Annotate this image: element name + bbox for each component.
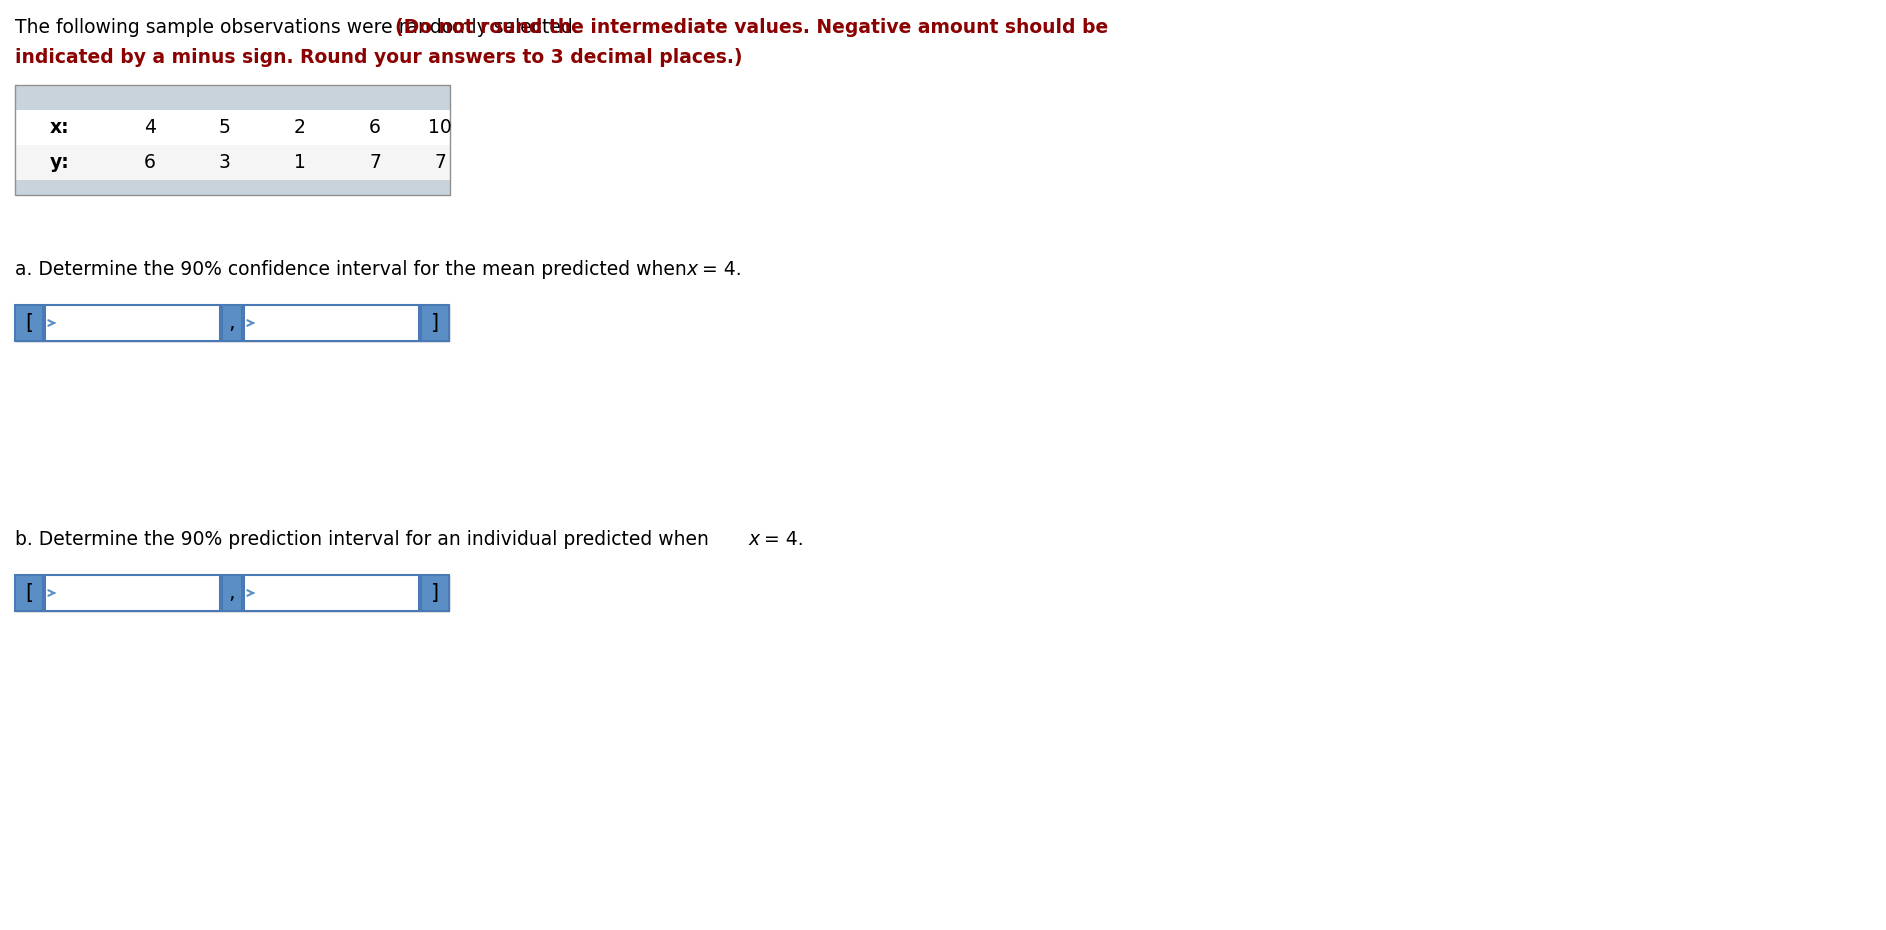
Text: = 4.: = 4. [696,260,741,279]
Text: 7: 7 [434,153,445,172]
Bar [15,85,451,110]
Bar [15,85,451,195]
Bar [223,575,241,611]
Text: x: x [687,260,698,279]
Text: y:: y: [51,153,70,172]
Bar [15,575,449,611]
Text: 5: 5 [219,118,230,137]
Bar [421,575,449,611]
Bar [421,305,449,341]
Text: 6: 6 [370,118,381,137]
Text: indicated by a minus sign. Round your answers to 3 decimal places.): indicated by a minus sign. Round your an… [15,48,743,67]
Text: 3: 3 [219,153,230,172]
Text: 6: 6 [143,153,157,172]
Text: a. Determine the 90% confidence interval for the mean predicted when: a. Determine the 90% confidence interval… [15,260,692,279]
Text: b. Determine the 90% prediction interval for an individual predicted when: b. Determine the 90% prediction interval… [15,530,715,549]
Text: x:: x: [51,118,70,137]
Text: 2: 2 [294,118,306,137]
Bar [243,575,419,611]
Text: The following sample observations were randomly selected.: The following sample observations were r… [15,18,585,37]
Bar [15,110,451,145]
Text: = 4.: = 4. [758,530,803,549]
Bar [15,305,43,341]
Text: x: x [749,530,760,549]
Bar [15,145,451,180]
Bar [45,575,221,611]
Bar [15,180,451,195]
Text: 7: 7 [370,153,381,172]
Text: 1: 1 [294,153,306,172]
Bar [243,305,419,341]
Bar [15,305,449,341]
Bar [45,305,221,341]
Text: ,: , [228,583,236,603]
Text: 10: 10 [428,118,453,137]
Text: ,: , [228,313,236,333]
Text: [: [ [25,583,34,603]
Text: ]: ] [430,583,439,603]
Text: (Do not round the intermediate values. Negative amount should be: (Do not round the intermediate values. N… [394,18,1109,37]
Text: 4: 4 [143,118,157,137]
Text: ]: ] [430,313,439,333]
Bar [15,575,43,611]
Text: [: [ [25,313,34,333]
Bar [223,305,241,341]
